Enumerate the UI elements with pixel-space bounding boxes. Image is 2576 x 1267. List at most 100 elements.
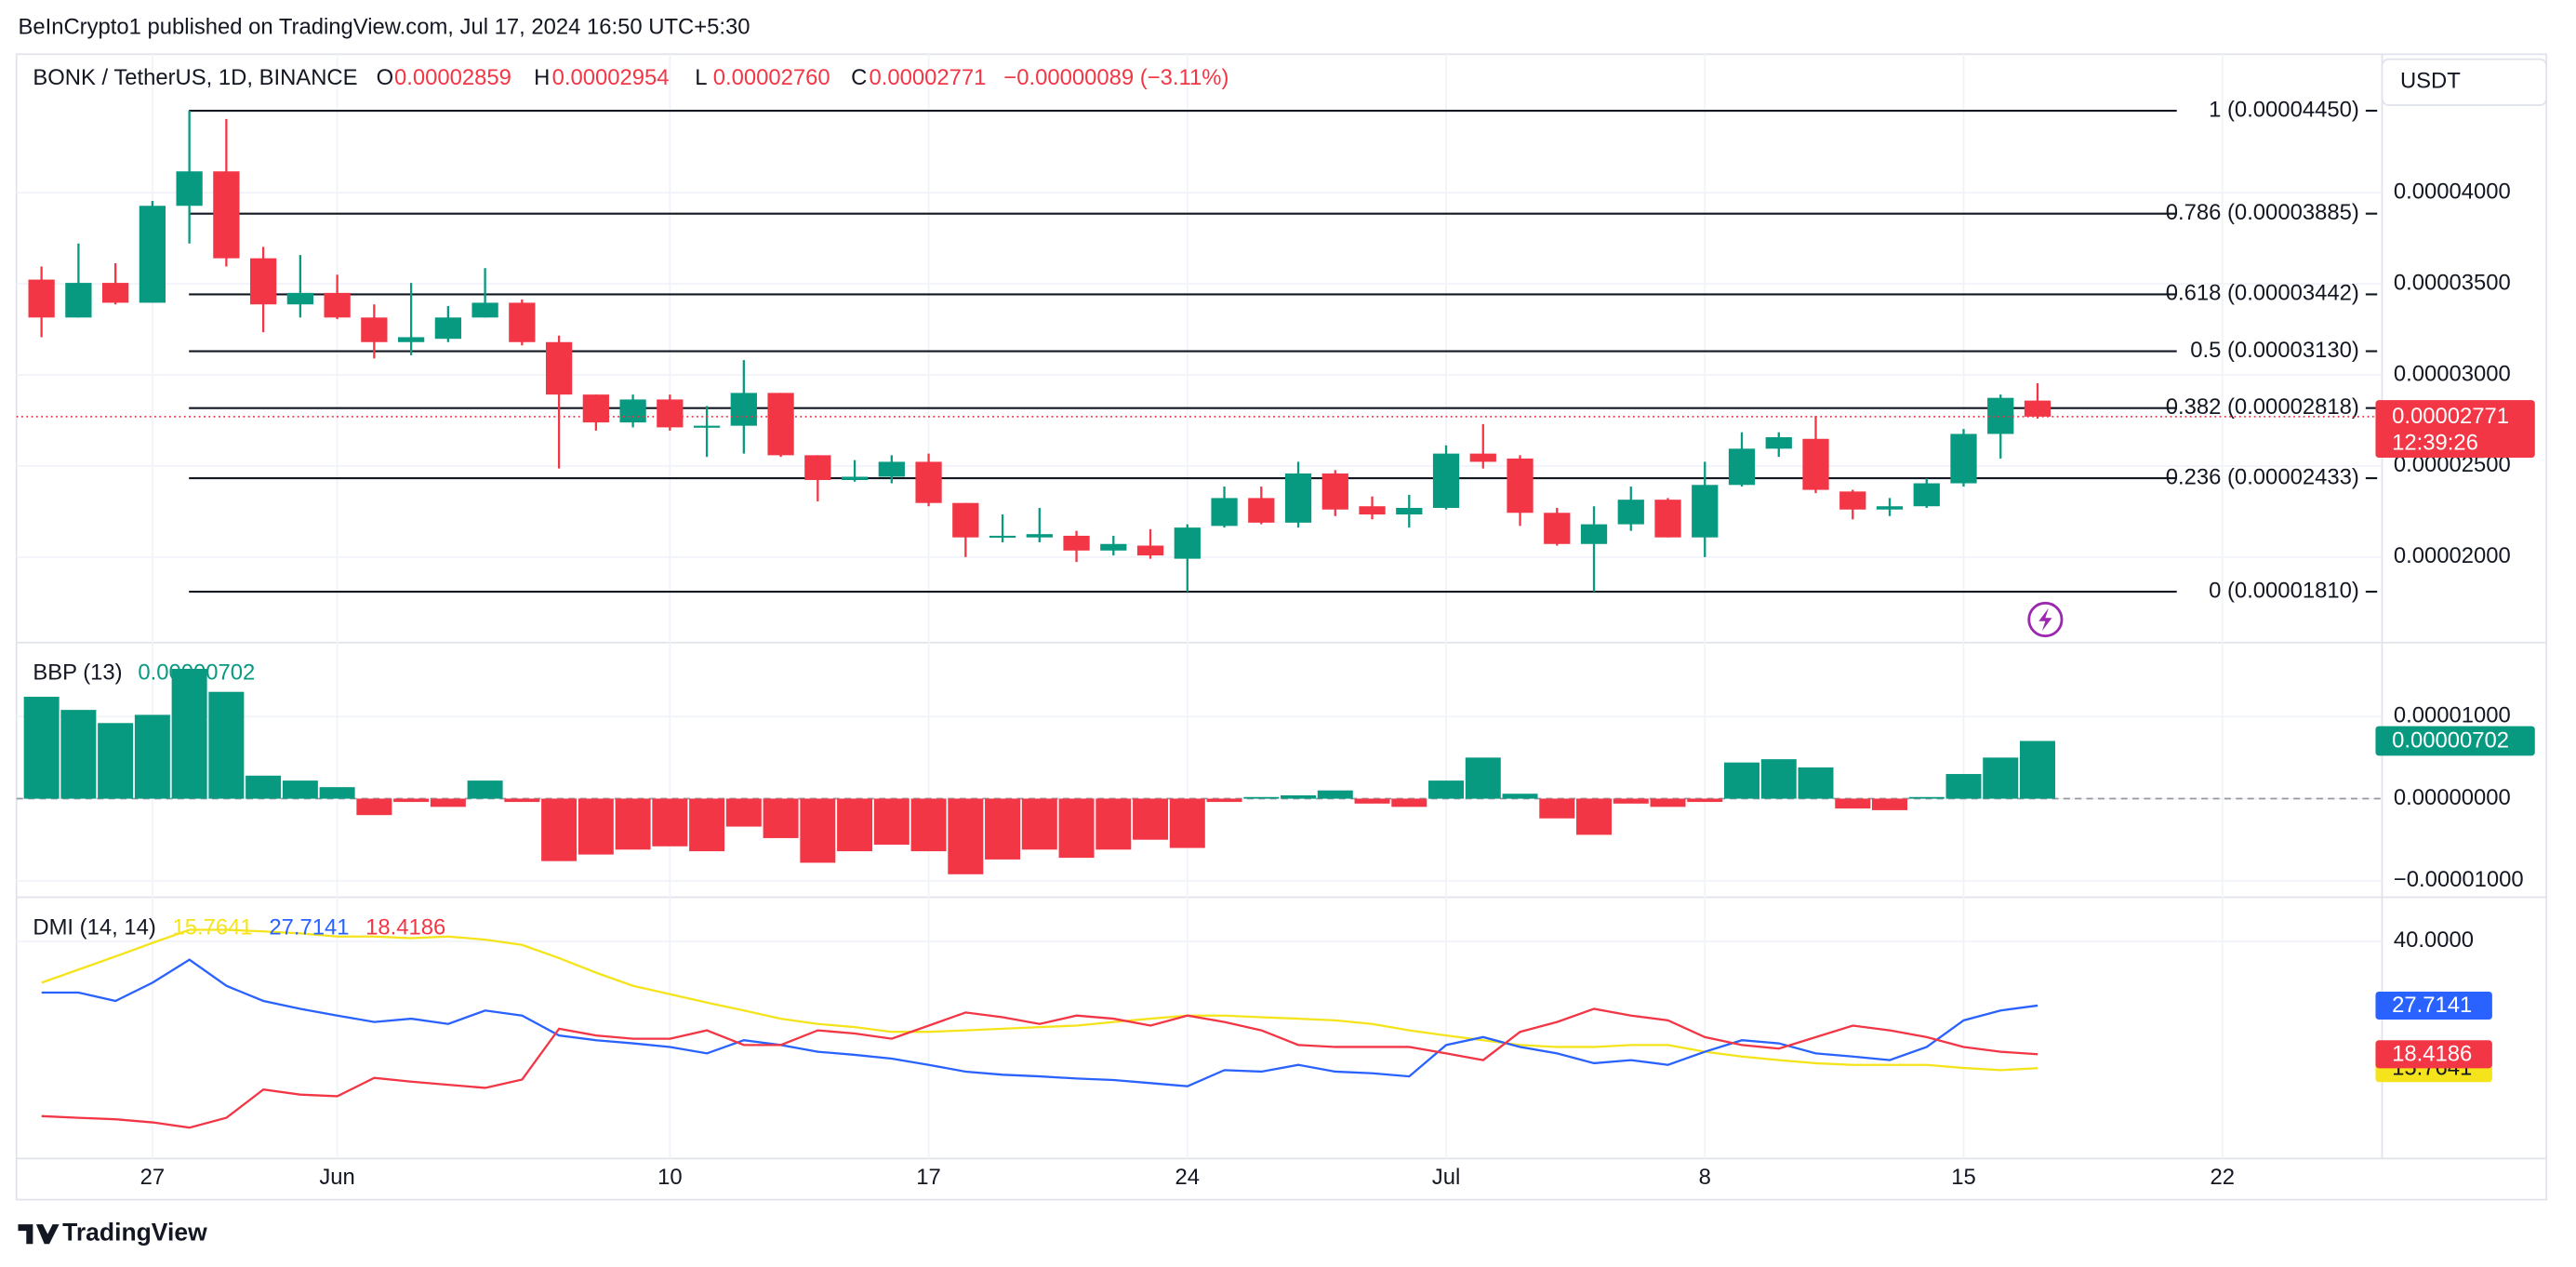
value-tag [2375, 991, 2492, 1020]
histogram-bar [1539, 798, 1575, 819]
candle-body [952, 502, 979, 538]
histogram-bar [467, 780, 503, 799]
candle-body [176, 171, 203, 207]
candle-body [65, 283, 92, 318]
candle-body [1765, 436, 1792, 449]
candle-body [1136, 545, 1164, 556]
x-tick-label: Jul [1432, 1165, 1460, 1190]
histogram-bar [578, 798, 614, 855]
histogram-bar [1983, 757, 2019, 799]
dmi-line [41, 958, 2038, 1087]
histogram-bar [1760, 759, 1797, 799]
currency-button[interactable] [2381, 58, 2548, 106]
candle-body [361, 317, 388, 342]
histogram-bar [800, 798, 836, 863]
histogram-bar [1613, 798, 1649, 804]
histogram-bar [208, 691, 245, 799]
legend-value: 0.00002954 [552, 65, 670, 90]
histogram-bar [689, 798, 725, 852]
histogram-bar [134, 714, 170, 799]
candle-body [1876, 506, 1904, 510]
candle-body [1469, 453, 1496, 462]
candle-body [582, 394, 609, 423]
candle-body [1654, 500, 1681, 538]
candle-body [1359, 506, 1386, 515]
y-tick-label: 0.00001000 [2394, 703, 2511, 728]
legend-value: 0.00002859 [394, 65, 511, 90]
indicator-title: DMI (14, 14) [33, 914, 155, 940]
candle-body [1284, 473, 1312, 523]
candle-body [804, 455, 831, 481]
histogram-bar [948, 798, 984, 874]
value-tag [2375, 726, 2535, 756]
histogram-bar [541, 798, 578, 861]
candle-body [767, 393, 794, 456]
candle-body [989, 535, 1016, 539]
value-tag-label: 0.00000702 [2392, 728, 2509, 754]
histogram-bar [1133, 798, 1169, 840]
legend-key: O [377, 65, 394, 90]
legend-key: C [851, 65, 867, 90]
legend-value: 27.7141 [269, 914, 349, 940]
last-price-label: 0.00002771 [2392, 404, 2509, 429]
candle-body [1692, 485, 1719, 538]
histogram-bar [1206, 798, 1242, 803]
logo-glyph [18, 1224, 60, 1245]
candle-body [286, 292, 314, 305]
candle-body [213, 171, 240, 259]
histogram-bar [1317, 790, 1353, 799]
y-tick-label: 0.00003500 [2394, 270, 2511, 295]
histogram-bar [171, 668, 207, 799]
histogram-bar [2019, 740, 2055, 799]
candle-body [434, 317, 461, 340]
histogram-bar [1835, 798, 1871, 809]
legend-value: 18.4186 [365, 914, 445, 940]
candle-body [397, 337, 425, 342]
candle-body [28, 279, 55, 318]
brand-logo [18, 1224, 60, 1245]
lightning-icon[interactable] [2027, 601, 2064, 638]
value-tag-label: 27.7141 [2392, 993, 2472, 1018]
y-tick-label: 40.0000 [2394, 927, 2474, 953]
y-tick-label: 0.00004000 [2394, 179, 2511, 204]
candle-body [1248, 498, 1275, 523]
fib-label: 0.382 (0.00002818) [2166, 394, 2359, 420]
candle-body [730, 393, 757, 426]
x-tick-label: 8 [1699, 1165, 1711, 1190]
candle-body [324, 292, 351, 318]
y-tick-label: 0.00000000 [2394, 785, 2511, 810]
candle-body [545, 341, 573, 395]
histogram-bar [393, 798, 430, 803]
histogram-bar [1354, 798, 1390, 804]
histogram-bar [1243, 796, 1280, 799]
histogram-bar [1465, 757, 1501, 799]
legend-value: 15.7641 [173, 914, 253, 940]
histogram-bar [1650, 798, 1686, 807]
fib-label: 0 (0.00001810) [2209, 578, 2359, 603]
histogram-bar [1428, 780, 1465, 799]
x-tick-label: 15 [1951, 1165, 1976, 1190]
histogram-bar [356, 798, 392, 816]
candle-body [1432, 453, 1460, 508]
histogram-bar [504, 798, 540, 803]
x-tick-label: 27 [140, 1165, 166, 1190]
histogram-bar [1095, 798, 1132, 850]
fib-label: 0.786 (0.00003885) [2166, 200, 2359, 225]
candle-body [1026, 534, 1053, 538]
histogram-bar [985, 798, 1021, 860]
x-tick-label: 10 [657, 1165, 683, 1190]
histogram-bar [319, 787, 355, 799]
histogram-bar [23, 697, 60, 799]
value-tag-label: 18.4186 [2392, 1042, 2472, 1067]
candle-body [1544, 513, 1571, 544]
histogram-bar [1021, 798, 1057, 850]
histogram-bar [1576, 798, 1613, 835]
indicator-value: 0.00000702 [138, 660, 255, 686]
legend-value: 0.00002760 [713, 65, 830, 90]
histogram-bar [246, 775, 282, 799]
histogram-bar [873, 798, 910, 845]
candle-body [1211, 498, 1238, 527]
candle-body [1321, 473, 1348, 510]
histogram-bar [98, 723, 134, 799]
